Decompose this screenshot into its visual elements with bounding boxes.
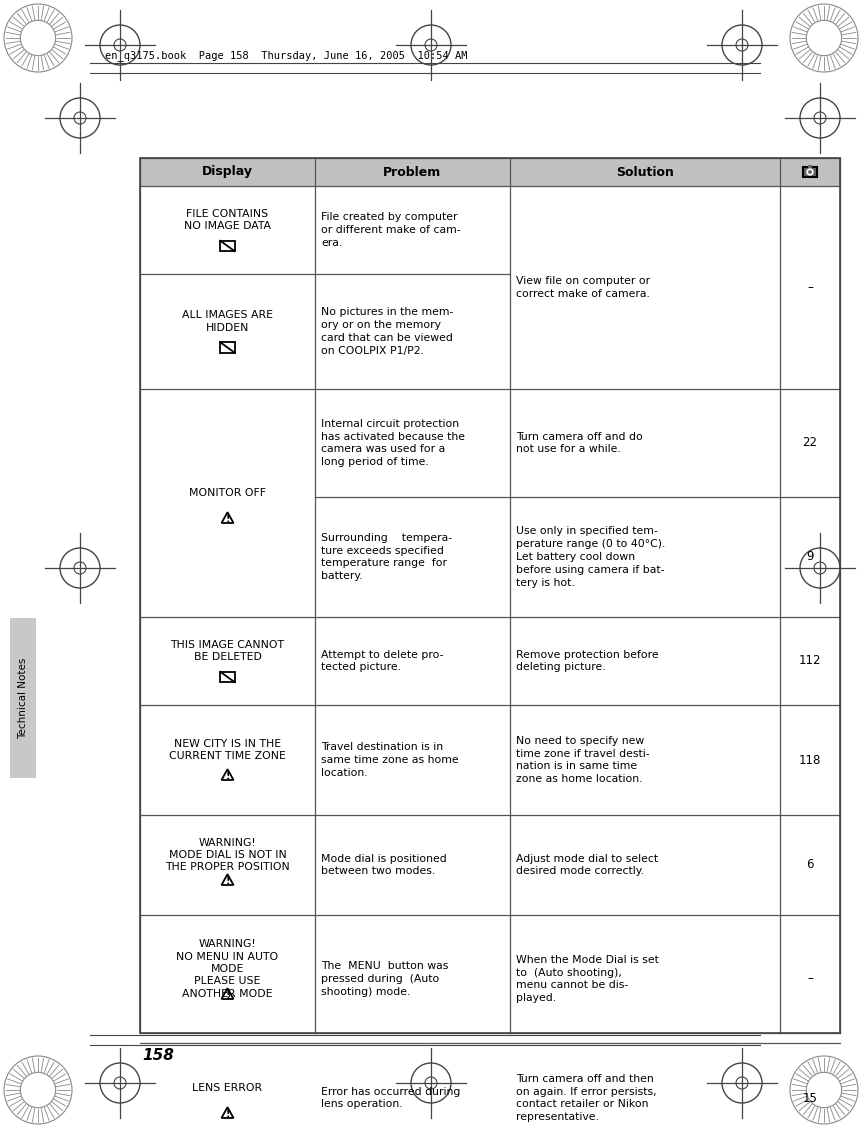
Text: Error has occurred during
lens operation.: Error has occurred during lens operation… (320, 1086, 460, 1110)
Bar (802, 167, 816, 177)
Bar (807, 166, 811, 168)
Text: en_q3175.book  Page 158  Thursday, June 16, 2005  10:54 AM: en_q3175.book Page 158 Thursday, June 16… (105, 51, 467, 61)
Text: 22: 22 (802, 437, 816, 449)
Bar (139, 158, 839, 1033)
Text: Use only in specified tem-
perature range (0 to 40°C).
Let battery cool down
bef: Use only in specified tem- perature rang… (516, 527, 665, 588)
Text: THIS IMAGE CANNOT
BE DELETED: THIS IMAGE CANNOT BE DELETED (170, 640, 284, 662)
Text: FILE CONTAINS
NO IMAGE DATA: FILE CONTAINS NO IMAGE DATA (183, 209, 270, 231)
Text: Remove protection before
deleting picture.: Remove protection before deleting pictur… (516, 650, 658, 672)
Bar (220, 672, 234, 682)
Text: Solution: Solution (616, 166, 673, 178)
Text: WARNING!
MODE DIAL IS NOT IN
THE PROPER POSITION: WARNING! MODE DIAL IS NOT IN THE PROPER … (165, 838, 289, 872)
Text: Adjust mode dial to select
desired mode correctly.: Adjust mode dial to select desired mode … (516, 854, 657, 876)
Text: Turn camera off and then
on again. If error persists,
contact retailer or Nikon
: Turn camera off and then on again. If er… (516, 1074, 656, 1122)
Text: MONITOR OFF: MONITOR OFF (189, 488, 266, 497)
Text: –: – (806, 972, 812, 986)
Bar (220, 240, 234, 252)
Text: 158: 158 (142, 1049, 174, 1064)
Text: View file on computer or
correct make of camera.: View file on computer or correct make of… (516, 276, 649, 299)
Text: 6: 6 (805, 858, 813, 872)
Text: Turn camera off and do
not use for a while.: Turn camera off and do not use for a whi… (516, 432, 642, 455)
Text: Internal circuit protection
has activated because the
camera was used for a
long: Internal circuit protection has activate… (320, 418, 464, 467)
Text: File created by computer
or different make of cam-
era.: File created by computer or different ma… (320, 212, 460, 248)
Text: !: ! (225, 772, 230, 782)
Text: ALL IMAGES ARE
HIDDEN: ALL IMAGES ARE HIDDEN (182, 310, 273, 333)
Text: 118: 118 (798, 754, 821, 767)
Text: WARNING!
NO MENU IN AUTO
MODE
PLEASE USE
ANOTHER MODE: WARNING! NO MENU IN AUTO MODE PLEASE USE… (177, 940, 278, 998)
Text: The  MENU  button was
pressed during  (Auto
shooting) mode.: The MENU button was pressed during (Auto… (320, 961, 448, 997)
Text: Technical Notes: Technical Notes (18, 658, 28, 739)
Text: 9: 9 (805, 550, 813, 564)
Text: When the Mode Dial is set
to  (Auto shooting),
menu cannot be dis-
played.: When the Mode Dial is set to (Auto shoot… (516, 954, 658, 1003)
Bar (139, 158, 839, 186)
Text: NEW CITY IS IN THE
CURRENT TIME ZONE: NEW CITY IS IN THE CURRENT TIME ZONE (169, 739, 286, 761)
Text: Attempt to delete pro-
tected picture.: Attempt to delete pro- tected picture. (320, 650, 443, 672)
Bar (220, 342, 234, 353)
Text: –: – (806, 281, 812, 294)
Text: Problem: Problem (383, 166, 441, 178)
Text: Surrounding    tempera-
ture exceeds specified
temperature range  for
battery.: Surrounding tempera- ture exceeds specif… (320, 532, 452, 581)
Text: LENS ERROR: LENS ERROR (192, 1083, 263, 1093)
Text: 112: 112 (798, 654, 821, 668)
Text: No pictures in the mem-
ory or on the memory
card that can be viewed
on COOLPIX : No pictures in the mem- ory or on the me… (320, 307, 453, 355)
Text: No need to specify new
time zone if travel desti-
nation is in same time
zone as: No need to specify new time zone if trav… (516, 735, 649, 784)
Text: !: ! (225, 990, 230, 1001)
Text: Travel destination is in
same time zone as home
location.: Travel destination is in same time zone … (320, 742, 458, 778)
Text: !: ! (225, 514, 230, 525)
Text: Display: Display (201, 166, 253, 178)
Text: 15: 15 (802, 1092, 816, 1104)
Text: !: ! (225, 1110, 230, 1119)
Text: Mode dial is positioned
between two modes.: Mode dial is positioned between two mode… (320, 854, 446, 876)
Text: !: ! (225, 876, 230, 887)
Bar (10, 618, 36, 778)
